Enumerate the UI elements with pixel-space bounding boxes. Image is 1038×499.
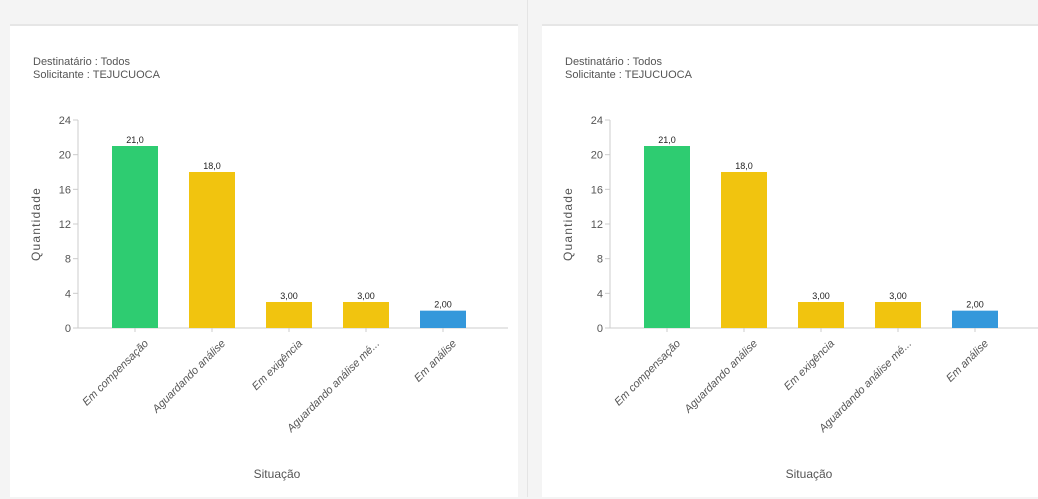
x-axis-title: Situação (786, 467, 833, 481)
y-tick-label: 0 (597, 323, 603, 335)
y-tick-label: 8 (65, 254, 71, 266)
y-tick-label: 12 (59, 219, 71, 231)
y-tick-label: 4 (597, 288, 603, 300)
bar[interactable] (420, 310, 466, 328)
category-label: Em análise (412, 338, 459, 385)
bar-value-label: 3,00 (812, 291, 830, 301)
bar-value-label: 21,0 (658, 135, 676, 145)
x-axis-title: Situação (254, 467, 301, 481)
bar[interactable] (343, 302, 389, 328)
y-axis-title: Quantidade (561, 187, 575, 261)
chart-subtitle-line: Destinatário : Todos (565, 56, 663, 68)
category-label: Em compensação (612, 338, 683, 409)
category-label: Em análise (944, 338, 991, 385)
bar[interactable] (189, 172, 235, 328)
category-label: Aguardando análise mé... (816, 338, 914, 436)
bar-value-label: 21,0 (126, 135, 144, 145)
bar[interactable] (112, 146, 158, 328)
y-tick-label: 16 (591, 184, 603, 196)
bar-value-label: 3,00 (280, 291, 298, 301)
bar-value-label: 2,00 (966, 300, 984, 310)
bar[interactable] (952, 310, 998, 328)
y-tick-label: 0 (65, 323, 71, 335)
y-tick-label: 20 (59, 150, 71, 162)
y-tick-label: 16 (59, 184, 71, 196)
chart-panel-left: Destinatário : Todos Solicitante : TEJUCU… (10, 24, 518, 497)
y-axis-title: Quantidade (29, 187, 43, 261)
bar[interactable] (721, 172, 767, 328)
bar[interactable] (644, 146, 690, 328)
bar[interactable] (266, 302, 312, 328)
chart-subtitle-line: Solicitante : TEJUCUOCA (33, 69, 161, 81)
bar[interactable] (875, 302, 921, 328)
chart-subtitle-line: Destinatário : Todos (33, 56, 131, 68)
category-label: Aguardando análise mé... (284, 338, 382, 436)
panel-divider (527, 0, 528, 497)
category-label: Aguardando análise (682, 338, 760, 416)
y-tick-label: 4 (65, 288, 71, 300)
bar[interactable] (798, 302, 844, 328)
category-label: Em compensação (80, 338, 151, 409)
chart-subtitle-line: Solicitante : TEJUCUOCA (565, 69, 693, 81)
bar-value-label: 3,00 (889, 291, 907, 301)
y-tick-label: 12 (591, 219, 603, 231)
bar-value-label: 18,0 (735, 161, 753, 171)
category-label: Em exigência (250, 338, 305, 393)
category-label: Aguardando análise (150, 338, 228, 416)
y-tick-label: 8 (597, 254, 603, 266)
y-tick-label: 20 (591, 150, 603, 162)
chart-panel-right: Destinatário : Todos Solicitante : TEJUCU… (542, 24, 1038, 497)
y-tick-label: 24 (59, 115, 71, 127)
y-tick-label: 24 (591, 115, 603, 127)
bar-value-label: 18,0 (203, 161, 221, 171)
category-label: Em exigência (782, 338, 837, 393)
bar-value-label: 2,00 (434, 300, 452, 310)
bar-value-label: 3,00 (357, 291, 375, 301)
